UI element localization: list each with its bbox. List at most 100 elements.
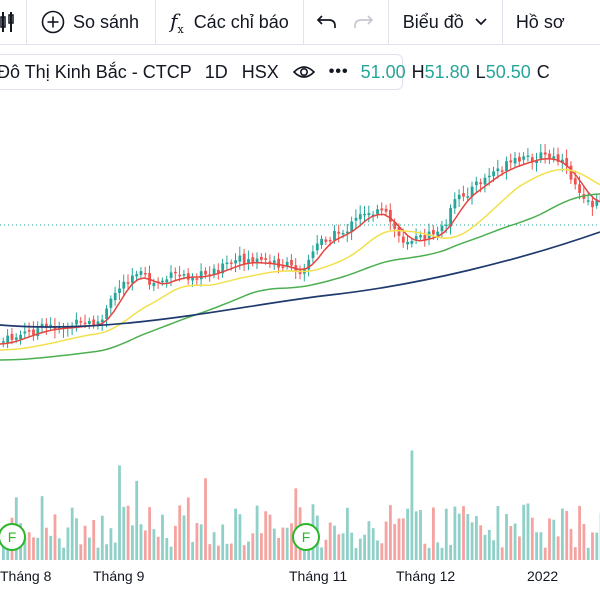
candle-body — [466, 196, 470, 198]
candle-body — [552, 156, 556, 159]
volume-bar — [229, 543, 233, 560]
candle-body — [522, 156, 526, 160]
high-label: H — [411, 61, 425, 82]
volume-bar — [582, 523, 586, 560]
candle-body — [492, 171, 495, 177]
chevron-down-icon — [475, 18, 487, 26]
volume-bar — [285, 527, 289, 560]
candle-body — [53, 326, 57, 331]
candle-body — [105, 308, 108, 320]
candle-body — [384, 208, 388, 212]
indicators-button[interactable]: fx Các chỉ báo — [156, 0, 289, 44]
candle-body — [470, 186, 474, 197]
volume-bar — [346, 507, 349, 560]
volume-bar — [186, 497, 190, 560]
candle-body — [406, 241, 409, 245]
candles-icon[interactable] — [0, 0, 14, 44]
candle-body — [126, 282, 130, 284]
symbol-name[interactable]: Đô Thị Kinh Bắc - CTCP — [0, 61, 192, 82]
dividend-marker[interactable]: F — [0, 523, 26, 551]
volume-bar — [509, 526, 513, 560]
candle-body — [152, 282, 156, 287]
candle-body — [161, 280, 164, 283]
candle-body — [195, 278, 199, 280]
volume-bar — [350, 532, 354, 560]
volume-bar — [191, 542, 194, 560]
volume-bar — [255, 505, 259, 560]
compare-label: So sánh — [73, 11, 140, 32]
volume-bar — [204, 478, 207, 560]
volume-bar — [126, 505, 130, 560]
candlesticks — [2, 144, 600, 349]
candle-body — [83, 322, 87, 325]
volume-bar — [401, 518, 405, 560]
interval-label[interactable]: 1D — [204, 61, 228, 82]
candle-body — [595, 199, 599, 206]
candle-body — [169, 272, 173, 278]
volume-bar — [161, 514, 164, 560]
ma-line-short — [0, 158, 600, 345]
volume-bar — [83, 525, 87, 560]
candle-body — [79, 321, 83, 323]
moving-averages — [0, 158, 600, 361]
candle-body — [414, 236, 418, 240]
volume-bar — [105, 544, 108, 560]
volume-bar — [88, 537, 91, 560]
top-toolbar: So sánh fx Các chỉ báo Biểu đồ Hồ sơ — [0, 0, 600, 45]
dividend-marker[interactable]: F — [292, 523, 320, 551]
volume-bar — [505, 513, 508, 560]
volume-bar — [449, 544, 452, 560]
candle-body — [14, 337, 18, 340]
volume-bar — [234, 508, 237, 560]
candle-body — [19, 334, 22, 340]
candle-body — [586, 200, 590, 202]
profile-tab[interactable]: Hồ sơ — [503, 0, 565, 44]
volume-bar — [406, 508, 409, 560]
volume-bar — [414, 511, 418, 560]
volume-bar — [36, 537, 40, 560]
undo-button[interactable] — [304, 0, 338, 44]
candle-body — [526, 155, 530, 158]
toolbar-divider — [302, 0, 304, 44]
redo-button[interactable] — [338, 0, 374, 44]
volume-bar — [337, 534, 341, 560]
volume-bar — [535, 532, 538, 560]
candle-body — [212, 268, 216, 276]
chart-type-dropdown[interactable]: Biểu đồ — [389, 0, 488, 44]
volume-bar — [543, 547, 547, 560]
more-options-icon[interactable]: ••• — [328, 63, 349, 80]
volume-bar — [569, 528, 573, 560]
volume-bar — [40, 496, 44, 560]
candle-body — [513, 157, 517, 164]
volume-bar — [23, 537, 27, 560]
candle-body — [591, 200, 594, 208]
candle-body — [221, 263, 225, 274]
compare-button[interactable]: So sánh — [27, 0, 139, 44]
candle-body — [10, 333, 14, 340]
volume-bar — [143, 530, 147, 560]
candle-body — [6, 335, 10, 343]
candle-body — [143, 272, 147, 275]
volume-bar — [70, 507, 74, 560]
candle-body — [139, 271, 143, 275]
volume-bar — [518, 536, 521, 560]
volume-bar — [358, 538, 362, 560]
candle-body — [27, 330, 31, 332]
candle-body — [573, 178, 577, 185]
volume-bar — [548, 518, 551, 560]
candle-body — [178, 274, 182, 277]
dividend-marker-label: F — [8, 529, 17, 545]
candle-body — [371, 214, 375, 217]
candle-body — [449, 208, 452, 227]
price-chart[interactable]: F F — [0, 90, 600, 560]
volume-bar — [195, 522, 199, 560]
eye-icon[interactable] — [292, 64, 315, 80]
volume-bar — [100, 515, 104, 560]
candle-body — [2, 341, 5, 343]
volume-bar — [49, 535, 53, 560]
volume-bar — [165, 537, 169, 560]
candle-body — [354, 217, 358, 221]
low-label: L — [475, 61, 486, 82]
candle-body — [307, 259, 311, 270]
low-value: 50.50 — [485, 61, 531, 82]
